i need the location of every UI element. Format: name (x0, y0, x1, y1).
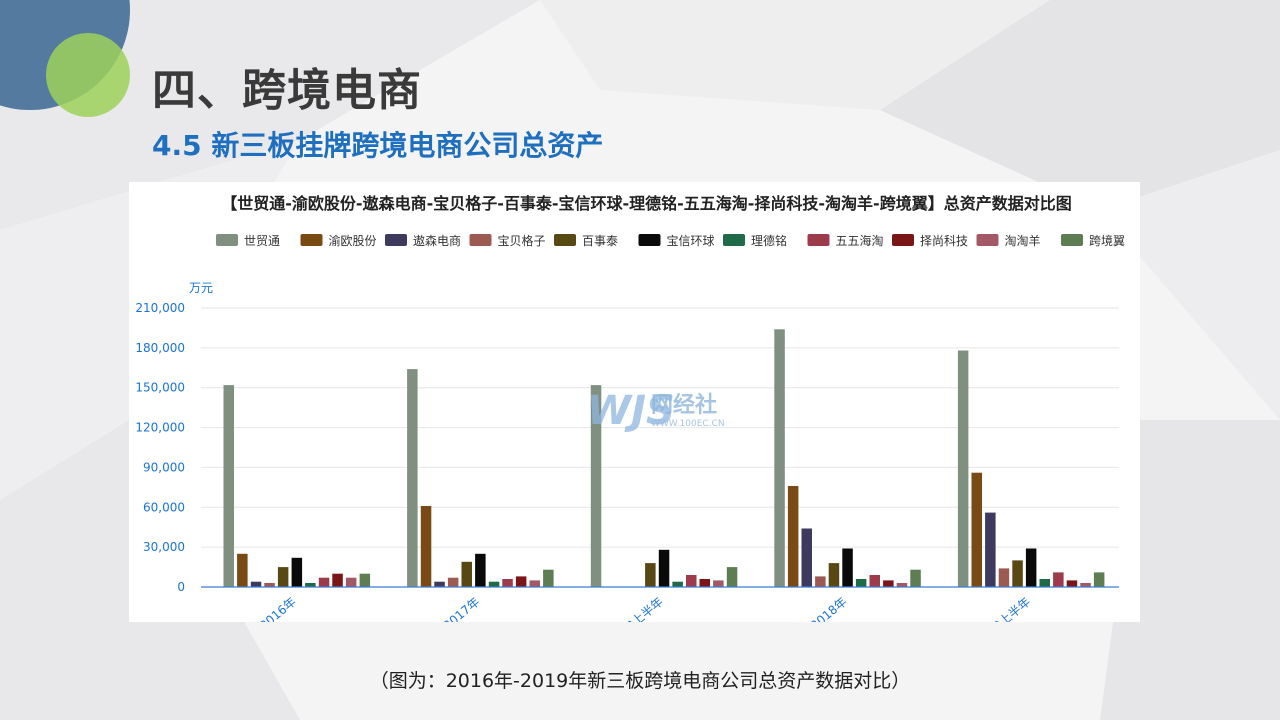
bar-4-1 (461, 561, 472, 587)
x-tick-label-1: 2017年 (441, 595, 483, 622)
legend-label-9: 淘淘羊 (1005, 233, 1041, 248)
legend-label-1: 渝欧股份 (329, 233, 377, 248)
legend-swatch-4 (554, 234, 576, 246)
y-tick-label-5: 150,000 (135, 381, 185, 395)
legend-swatch-1 (300, 234, 323, 246)
bar-8-3 (883, 580, 894, 587)
bar-6-1 (488, 581, 500, 587)
bar-8-4 (1066, 580, 1078, 587)
figure-caption: （图为：2016年-2019年新三板跨境电商公司总资产数据对比） (369, 670, 911, 692)
bar-chart: 【世贸通-渝欧股份-遨森电商-宝贝格子-百事泰-宝信环球-理德铭-五五海淘-择尚… (135, 194, 1125, 622)
bar-5-0 (291, 557, 303, 587)
y-tick-label-2: 60,000 (143, 500, 185, 514)
bar-5-3 (842, 548, 853, 587)
bar-3-4 (998, 568, 1010, 587)
bar-1-4 (971, 472, 982, 587)
x-tick-label-3: 2018年 (808, 595, 850, 622)
watermark-logo: WJS (587, 388, 675, 434)
bar-5-1 (475, 553, 486, 587)
bar-9-4 (1080, 583, 1091, 587)
bar-6-3 (855, 579, 867, 587)
y-tick-label-6: 180,000 (135, 341, 185, 355)
bar-10-3 (910, 569, 921, 587)
legend-label-8: 择尚科技 (920, 234, 968, 248)
bar-8-1 (515, 576, 527, 587)
legend-swatch-9 (976, 234, 999, 246)
bar-3-1 (447, 577, 459, 587)
bar-6-0 (305, 583, 316, 587)
page-subtitle: 4.5 新三板挂牌跨境电商公司总资产 (152, 129, 604, 162)
bar-2-3 (801, 528, 812, 587)
x-tick-label-2: 2018上半年 (606, 595, 666, 622)
bar-2-0 (250, 581, 262, 587)
bar-5-2 (658, 549, 670, 587)
bar-8-0 (332, 573, 343, 587)
legend-swatch-5 (638, 234, 661, 246)
bar-9-2 (713, 580, 724, 587)
legend-label-0: 世贸通 (244, 234, 280, 248)
y-tick-label-4: 120,000 (135, 421, 185, 435)
chart-title: 【世贸通-渝欧股份-遨森电商-宝贝格子-百事泰-宝信环球-理德铭-五五海淘-择尚… (221, 194, 1071, 213)
legend-swatch-8 (892, 234, 914, 246)
bar-2-1 (434, 581, 445, 587)
watermark-url: WWW.100EC.CN (651, 419, 725, 429)
bar-7-1 (502, 579, 513, 587)
y-tick-label-7: 210,000 (135, 301, 185, 315)
bar-7-0 (318, 577, 330, 587)
bar-10-1 (543, 569, 554, 587)
bar-9-1 (529, 580, 540, 587)
bar-0-3 (774, 329, 785, 587)
legend-label-2: 遨森电商 (413, 233, 461, 248)
legend-swatch-7 (807, 234, 830, 246)
bar-9-0 (345, 577, 357, 587)
legend-label-7: 五五海淘 (836, 233, 884, 248)
bar-0-1 (407, 369, 418, 587)
bar-1-0 (237, 553, 248, 587)
bar-1-1 (420, 506, 432, 587)
bar-10-0 (359, 573, 371, 587)
x-tick-label-4: 2019上半年 (973, 595, 1033, 622)
bar-3-3 (815, 576, 826, 587)
bar-4-2 (645, 563, 656, 587)
page-title: 四、跨境电商 (152, 65, 422, 116)
bar-7-2 (686, 575, 697, 587)
bar-4-0 (277, 567, 289, 587)
legend-swatch-2 (385, 234, 407, 246)
bar-0-4 (957, 350, 969, 587)
legend-label-4: 百事泰 (582, 234, 618, 248)
y-tick-label-1: 30,000 (143, 540, 185, 554)
bar-9-3 (896, 583, 908, 587)
legend-swatch-0 (216, 234, 238, 246)
legend-label-5: 宝信环球 (667, 234, 715, 248)
legend-label-6: 理德铭 (751, 233, 787, 248)
legend-swatch-10 (1061, 234, 1083, 246)
bar-7-3 (869, 575, 880, 587)
y-axis-label: 万元 (189, 281, 213, 295)
chart-card: 【世贸通-渝欧股份-遨森电商-宝贝格子-百事泰-宝信环球-理德铭-五五海淘-择尚… (129, 182, 1140, 622)
legend-label-10: 跨境翼 (1089, 233, 1125, 248)
y-tick-label-0: 0 (177, 580, 185, 594)
bar-0-2 (590, 385, 602, 587)
decor-circle-green (46, 33, 130, 117)
bar-0-0 (223, 385, 234, 587)
bar-10-4 (1093, 572, 1105, 587)
bar-3-0 (264, 583, 275, 587)
bar-8-2 (699, 579, 710, 587)
y-tick-label-3: 90,000 (143, 460, 185, 474)
bar-1-3 (787, 486, 799, 587)
bar-2-4 (985, 512, 996, 587)
legend-label-3: 宝贝格子 (498, 233, 546, 248)
bar-7-4 (1053, 572, 1064, 587)
bar-10-2 (726, 567, 738, 587)
legend-swatch-3 (469, 234, 492, 246)
x-tick-label-0: 2016年 (257, 595, 299, 622)
bar-6-4 (1039, 579, 1050, 587)
bar-4-3 (828, 563, 840, 587)
bar-5-4 (1025, 548, 1037, 587)
bar-6-2 (672, 581, 683, 587)
watermark-brand: 网经社 (651, 392, 717, 418)
bar-4-4 (1012, 560, 1023, 587)
legend-swatch-6 (723, 234, 745, 246)
